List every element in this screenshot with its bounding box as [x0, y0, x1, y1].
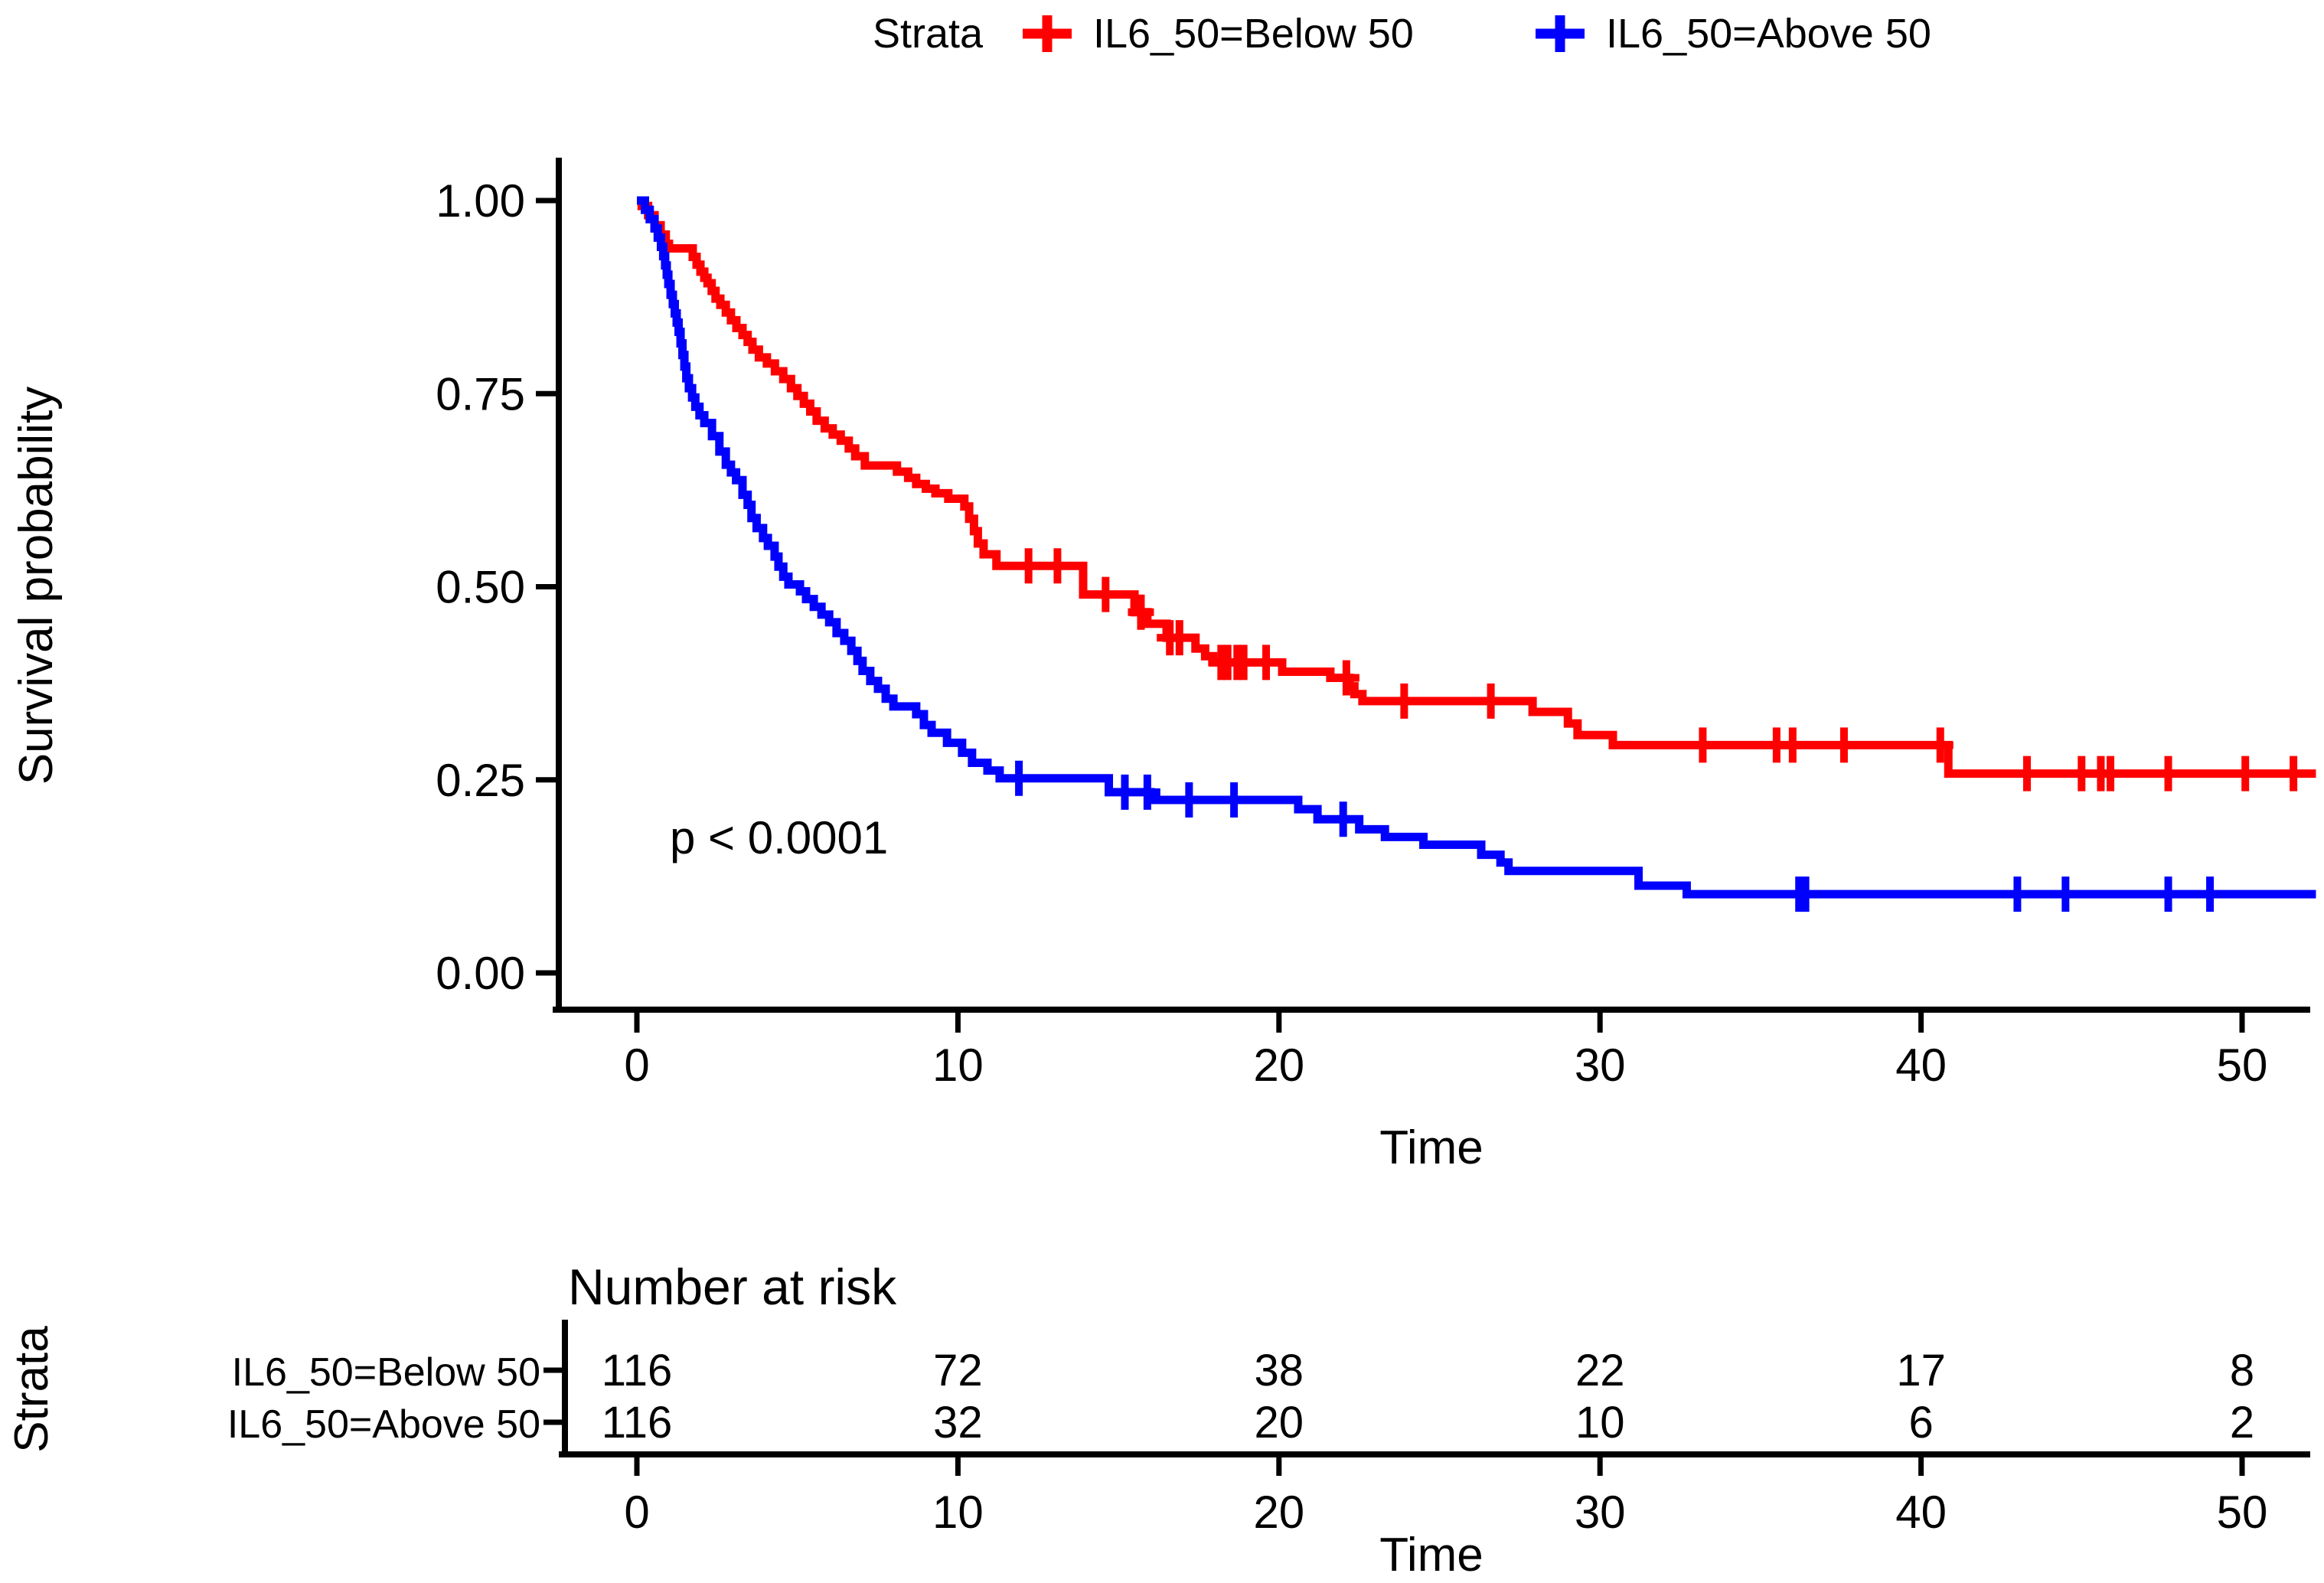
censor-mark-below50 [1477, 683, 1504, 719]
axes-layer: 0.00 0.25 0.50 0.75 1.00 0 10 20 30 40 50 [436, 158, 2310, 1091]
risk-count: 116 [602, 1398, 672, 1448]
censor-mark-below50 [1092, 576, 1119, 612]
risk-x-tick-label: 40 [1895, 1487, 1947, 1538]
censor-mark-above50 [1792, 876, 1819, 912]
risk-count: 72 [933, 1346, 983, 1395]
x-tick-label: 0 [624, 1040, 649, 1091]
censor-mark-below50 [2232, 756, 2259, 792]
y-tick-label: 0.25 [436, 755, 525, 806]
risk-count: 116 [602, 1346, 672, 1395]
censor-mark-above50 [2155, 876, 2182, 912]
censor-mark-below50 [1333, 660, 1359, 696]
censor-mark-below50 [1253, 645, 1280, 681]
risk-x-tick-label: 50 [2217, 1487, 2268, 1538]
km-curve-above50 [637, 196, 2316, 899]
censor-mark-below50 [1779, 727, 1806, 763]
censor-mark-below50 [1044, 548, 1071, 584]
censor-mark-below50 [1015, 548, 1042, 584]
censor-mark-above50 [1006, 760, 1033, 796]
x-tick-label: 10 [932, 1040, 984, 1091]
censor-mark-below50 [1689, 727, 1716, 763]
legend-key-above50-icon [1536, 15, 1585, 52]
risk-count: 20 [1255, 1398, 1304, 1448]
risk-x-tick-label: 20 [1253, 1487, 1304, 1538]
risk-x-tick-label: 10 [932, 1487, 984, 1538]
curves-layer [637, 196, 2316, 912]
y-tick-label: 0.50 [436, 562, 525, 613]
censor-mark-below50 [1230, 645, 1257, 681]
legend-label-above50: IL6_50=Above 50 [1606, 11, 1931, 57]
risk-count: 32 [933, 1398, 983, 1448]
risk-count: 6 [1908, 1398, 1933, 1448]
censor-mark-above50 [1111, 774, 1138, 810]
censor-mark-below50 [1391, 683, 1418, 719]
risk-x-tick-label: 30 [1575, 1487, 1626, 1538]
risk-row-label-above50: IL6_50=Above 50 [227, 1402, 540, 1447]
risk-x-tick-label: 0 [624, 1487, 649, 1538]
x-tick-label: 50 [2217, 1040, 2268, 1091]
censor-mark-below50 [2155, 756, 2182, 792]
risk-table-strata-axis-label: Strata [5, 1326, 58, 1453]
x-axis-title: Time [1379, 1121, 1483, 1174]
censor-mark-below50 [1830, 727, 1857, 763]
risk-table-x-axis-title: Time [1379, 1529, 1483, 1581]
y-axis-title: Survival probability [10, 387, 63, 785]
x-tick-label: 20 [1253, 1040, 1304, 1091]
y-tick-label: 0.00 [436, 948, 525, 999]
censor-mark-above50 [1176, 782, 1203, 818]
x-tick-label: 30 [1575, 1040, 1626, 1091]
risk-count: 10 [1575, 1398, 1625, 1448]
risk-count: 17 [1896, 1346, 1946, 1395]
legend-title: Strata [873, 11, 984, 57]
risk-count: 38 [1255, 1346, 1304, 1395]
censor-mark-above50 [1134, 774, 1160, 810]
y-tick-label: 1.00 [436, 175, 525, 227]
legend: Strata IL6_50=Below 50 IL6_50=Above 50 [873, 11, 1931, 57]
risk-count: 22 [1575, 1346, 1625, 1395]
censor-mark-above50 [1330, 801, 1356, 837]
censor-mark-below50 [1166, 620, 1193, 656]
censor-mark-above50 [1221, 782, 1248, 818]
censor-mark-above50 [2052, 876, 2079, 912]
legend-key-below50-icon [1023, 15, 1072, 52]
risk-count: 8 [2230, 1346, 2254, 1395]
legend-label-below50: IL6_50=Below 50 [1093, 11, 1414, 57]
risk-count: 2 [2230, 1398, 2254, 1448]
risk-row-label-below50: IL6_50=Below 50 [232, 1350, 540, 1395]
risk-table-title: Number at risk [568, 1258, 897, 1315]
y-tick-label: 0.75 [436, 368, 525, 419]
censor-mark-below50 [2097, 756, 2124, 792]
censor-mark-below50 [2014, 756, 2041, 792]
censor-mark-above50 [2004, 876, 2031, 912]
censor-mark-below50 [2280, 756, 2307, 792]
censor-mark-above50 [2197, 876, 2224, 912]
pvalue-annotation: p < 0.0001 [670, 812, 888, 863]
x-tick-label: 40 [1895, 1040, 1947, 1091]
censor-mark-below50 [1927, 727, 1954, 763]
censor-mark-below50 [1128, 594, 1154, 630]
